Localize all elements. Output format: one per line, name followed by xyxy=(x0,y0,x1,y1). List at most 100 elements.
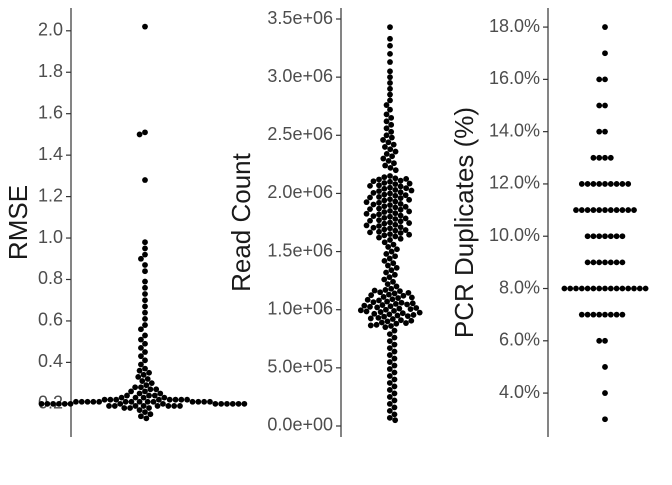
point xyxy=(229,400,236,407)
point xyxy=(573,285,579,292)
point xyxy=(386,274,393,281)
point xyxy=(607,154,614,161)
point xyxy=(363,199,370,206)
point xyxy=(160,400,166,407)
point xyxy=(386,407,393,414)
point xyxy=(602,364,608,370)
point xyxy=(387,106,393,113)
point xyxy=(142,23,148,30)
point xyxy=(142,245,148,252)
point xyxy=(381,226,388,233)
point xyxy=(392,192,399,199)
y-tick-label: 3.5e+06 xyxy=(267,8,333,28)
point xyxy=(122,398,129,405)
point xyxy=(138,336,144,343)
point xyxy=(142,278,148,285)
point xyxy=(387,237,393,243)
point xyxy=(590,311,597,318)
point xyxy=(631,207,637,213)
point xyxy=(619,285,626,292)
point xyxy=(406,208,413,215)
point xyxy=(400,292,407,299)
point xyxy=(142,388,148,395)
point xyxy=(387,50,393,57)
point xyxy=(393,264,400,271)
point xyxy=(602,390,608,396)
point xyxy=(385,139,392,146)
point xyxy=(138,361,144,368)
point xyxy=(132,394,139,401)
point xyxy=(642,285,649,292)
y-tick-label: 1.6 xyxy=(38,102,63,122)
point xyxy=(376,194,382,200)
point xyxy=(404,301,410,308)
y-tick-label: 0.8 xyxy=(38,268,63,288)
y-tick-label: 0.6 xyxy=(38,310,63,330)
y-tick-label: 1.8 xyxy=(38,61,63,81)
y-axis-title: Read Count xyxy=(226,152,256,292)
point xyxy=(381,276,388,283)
point xyxy=(383,150,390,157)
point xyxy=(596,128,603,135)
point xyxy=(392,187,399,193)
point xyxy=(613,285,620,292)
point xyxy=(406,231,413,238)
point xyxy=(596,207,603,213)
point xyxy=(398,317,404,324)
point xyxy=(370,189,377,196)
point xyxy=(84,398,91,405)
point xyxy=(370,213,377,220)
point xyxy=(596,102,603,109)
point xyxy=(371,310,378,317)
y-tick-label: 2.5e+06 xyxy=(267,124,333,144)
point xyxy=(392,227,399,234)
point xyxy=(381,214,388,221)
point xyxy=(151,392,158,399)
point xyxy=(397,200,404,207)
point xyxy=(602,259,608,266)
point xyxy=(386,366,393,372)
point xyxy=(177,403,183,409)
point xyxy=(387,42,393,49)
point xyxy=(142,340,148,347)
point xyxy=(165,403,172,409)
point xyxy=(416,309,423,316)
point xyxy=(376,199,382,206)
point xyxy=(140,394,147,401)
point xyxy=(142,365,148,372)
point xyxy=(111,403,118,409)
point xyxy=(386,394,393,400)
point xyxy=(602,181,608,187)
point xyxy=(578,285,585,292)
point xyxy=(367,229,373,236)
point xyxy=(387,59,393,65)
point xyxy=(590,207,597,213)
point xyxy=(404,313,411,320)
point xyxy=(584,233,591,240)
point xyxy=(406,180,413,187)
y-tick-label: 0.4 xyxy=(38,351,63,371)
point xyxy=(383,306,389,313)
point xyxy=(147,386,154,393)
point xyxy=(607,181,614,187)
point xyxy=(584,311,591,318)
point xyxy=(118,394,125,401)
point xyxy=(121,405,128,411)
point xyxy=(607,311,614,318)
point xyxy=(387,196,393,203)
point xyxy=(136,398,143,405)
point xyxy=(402,203,409,210)
point xyxy=(391,383,398,390)
point xyxy=(619,233,626,240)
y-tick-label: 14.0% xyxy=(489,120,540,140)
point xyxy=(573,207,579,213)
point xyxy=(387,202,393,208)
point xyxy=(384,318,391,325)
point xyxy=(367,206,373,213)
point xyxy=(607,207,614,213)
point xyxy=(142,409,148,416)
point xyxy=(373,321,380,328)
point xyxy=(171,403,178,409)
point xyxy=(212,400,219,407)
point xyxy=(584,207,591,213)
